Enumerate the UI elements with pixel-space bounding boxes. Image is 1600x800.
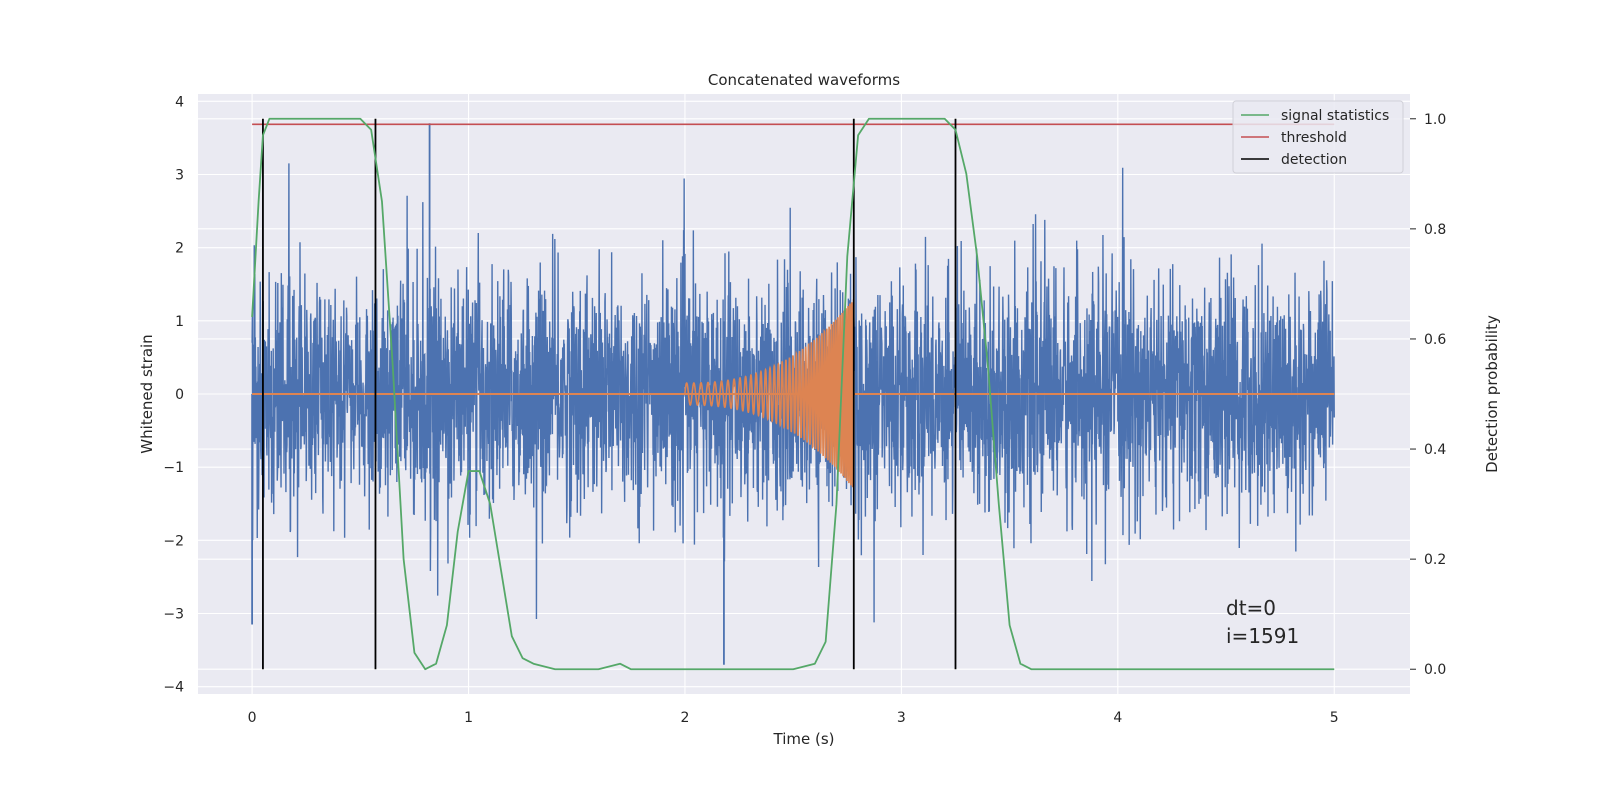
x-axis-label: Time (s): [773, 730, 835, 748]
y-tick-label: −1: [163, 460, 184, 476]
y2-tick-label: 0.0: [1424, 662, 1446, 678]
stat-layer: [251, 117, 1335, 671]
legend-entry-signal-statistics: signal statistics: [1281, 108, 1389, 124]
legend: signal statistics threshold detection: [1232, 100, 1404, 174]
y-tick-label: 4: [175, 94, 184, 110]
legend-entry-threshold: threshold: [1281, 130, 1347, 146]
x-tick-label: 4: [1113, 710, 1122, 726]
y-axis-ticks: −4 −3 −2 −1 0 1 2 3 4: [163, 94, 184, 695]
y-axis-label: Whitened strain: [138, 334, 156, 453]
y2-axis-label: Detection probability: [1483, 315, 1501, 473]
x-tick-label: 3: [897, 710, 906, 726]
annotation-dt: dt=0: [1226, 596, 1276, 620]
chirp-series: [684, 299, 855, 488]
y2-tick-label: 1.0: [1424, 112, 1446, 128]
y-tick-label: 2: [175, 241, 184, 257]
x-tick-label: 5: [1330, 710, 1339, 726]
y-tick-label: 1: [175, 314, 184, 330]
annotation-i: i=1591: [1226, 624, 1299, 648]
y2-tick-label: 0.4: [1424, 442, 1446, 458]
noise-layer: [251, 123, 1335, 665]
y-tick-label: −2: [163, 533, 184, 549]
y2-axis-ticks: 0.0 0.2 0.4 0.6 0.8 1.0: [1410, 112, 1446, 678]
x-tick-label: 2: [681, 710, 690, 726]
y-tick-label: −3: [163, 607, 184, 623]
x-axis-ticks: 0 1 2 3 4 5: [248, 710, 1339, 726]
y-tick-label: 0: [175, 387, 184, 403]
noise-series: [251, 163, 1335, 623]
y2-tick-label: 0.2: [1424, 552, 1446, 568]
detection-layer: [262, 118, 957, 670]
x-tick-label: 1: [464, 710, 473, 726]
legend-entry-detection: detection: [1281, 152, 1347, 168]
y-tick-label: 3: [175, 167, 184, 183]
legend-box: [1232, 100, 1404, 174]
y-tick-label: −4: [163, 680, 184, 696]
chart-title: Concatenated waveforms: [708, 71, 900, 89]
x-tick-label: 0: [248, 710, 257, 726]
y2-tick-label: 0.8: [1424, 222, 1446, 238]
chirp-layer: [252, 299, 1335, 488]
y2-tick-label: 0.6: [1424, 332, 1446, 348]
plot-lines: [251, 117, 1335, 671]
signal-statistics-series: [251, 117, 1335, 671]
